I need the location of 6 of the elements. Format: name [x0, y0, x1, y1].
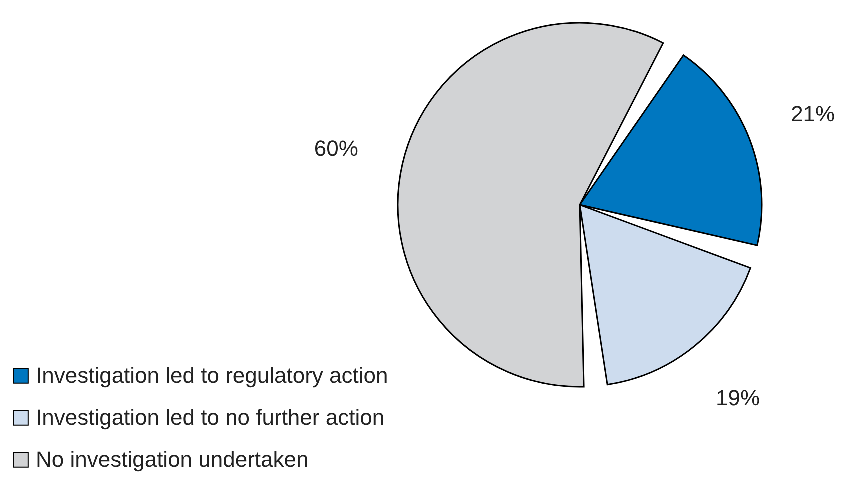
data-label: 21%	[791, 102, 836, 127]
legend-label: Investigation led to regulatory action	[36, 363, 388, 388]
data-label: 19%	[716, 386, 760, 411]
legend-label: Investigation led to no further action	[36, 405, 385, 430]
data-label: 60%	[314, 136, 358, 161]
legend-label: No investigation undertaken	[36, 447, 309, 472]
